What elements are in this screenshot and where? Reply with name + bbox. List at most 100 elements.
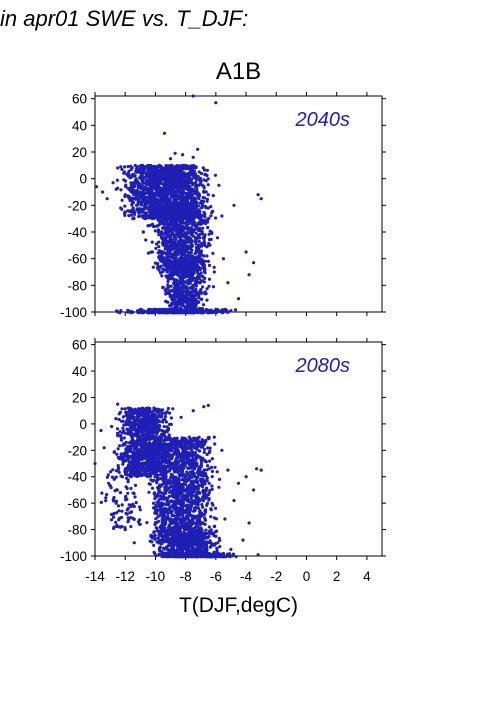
data-point: [115, 427, 120, 431]
data-point: [182, 286, 186, 290]
data-point: [203, 268, 207, 272]
data-point: [158, 271, 163, 275]
data-point: [181, 299, 185, 304]
data-point: [177, 302, 181, 306]
data-point: [161, 176, 165, 180]
data-point: [127, 460, 131, 464]
data-point: [158, 408, 162, 412]
data-point: [131, 450, 135, 454]
data-point: [188, 178, 192, 182]
data-point: [154, 246, 158, 250]
data-point: [164, 222, 168, 226]
data-point: [159, 259, 164, 263]
data-point: [163, 218, 167, 222]
data-point: [179, 267, 183, 271]
data-point: [169, 422, 173, 426]
data-point: [153, 229, 157, 233]
data-point: [154, 197, 158, 202]
data-point: [127, 214, 131, 218]
data-point: [129, 183, 133, 187]
data-point: [177, 261, 181, 265]
data-point: [259, 197, 263, 201]
data-point: [192, 220, 197, 224]
data-point: [139, 166, 143, 170]
data-point: [206, 193, 210, 197]
data-point: [207, 525, 211, 529]
data-point: [169, 416, 173, 420]
data-point: [177, 217, 181, 221]
data-point: [126, 432, 130, 436]
data-point: [209, 515, 213, 519]
data-point: [151, 501, 156, 505]
data-point: [193, 196, 197, 200]
data-point: [157, 419, 162, 424]
data-point: [101, 190, 105, 194]
data-point: [180, 278, 184, 282]
data-point: [147, 195, 151, 199]
y-tick-label: -20: [67, 198, 87, 213]
data-point: [191, 181, 195, 186]
data-point: [182, 247, 186, 251]
data-point: [153, 521, 157, 525]
data-point: [192, 309, 196, 313]
data-point: [175, 279, 179, 283]
data-point: [105, 197, 109, 201]
data-point: [187, 219, 191, 223]
data-point: [136, 210, 140, 214]
data-point: [202, 189, 206, 193]
data-point: [182, 205, 186, 209]
data-point: [182, 176, 186, 180]
data-point: [199, 288, 203, 292]
data-point: [130, 201, 135, 205]
data-point: [119, 452, 123, 456]
data-point: [167, 244, 171, 248]
data-point: [136, 409, 141, 413]
data-point: [166, 406, 170, 411]
data-point: [206, 177, 210, 181]
data-point: [196, 147, 200, 151]
data-point: [139, 407, 143, 411]
y-tick-label: -100: [60, 549, 87, 564]
data-point: [207, 263, 212, 267]
data-point: [120, 167, 124, 171]
data-point: [165, 198, 169, 202]
data-point: [174, 180, 178, 184]
data-point: [152, 212, 156, 216]
data-point: [207, 238, 212, 242]
data-point: [211, 285, 216, 289]
data-point: [115, 431, 120, 436]
data-point: [150, 450, 154, 454]
data-point: [164, 245, 168, 249]
data-point: [202, 310, 206, 314]
data-point: [172, 245, 176, 249]
data-point: [142, 192, 146, 196]
data-point: [170, 293, 174, 298]
data-point: [137, 214, 141, 219]
data-point: [189, 248, 194, 252]
data-point: [185, 279, 189, 283]
data-point: [189, 251, 193, 255]
data-point: [141, 464, 146, 468]
data-point: [196, 257, 200, 261]
data-point: [182, 191, 186, 195]
data-point: [197, 239, 201, 244]
data-point: [142, 167, 146, 171]
data-point: [203, 290, 207, 294]
data-point: [144, 428, 148, 432]
data-point: [161, 286, 165, 290]
data-point: [142, 437, 146, 441]
data-point: [184, 163, 188, 167]
data-point: [196, 175, 200, 179]
data-point: [176, 292, 180, 296]
data-point: [136, 438, 140, 442]
data-point: [202, 196, 207, 200]
data-point: [136, 417, 140, 421]
data-point: [143, 215, 147, 219]
y-tick-label: 20: [72, 390, 87, 405]
data-point: [200, 274, 204, 278]
data-point: [133, 184, 137, 188]
data-point: [180, 262, 184, 266]
data-point: [194, 290, 198, 294]
data-point: [139, 410, 144, 414]
